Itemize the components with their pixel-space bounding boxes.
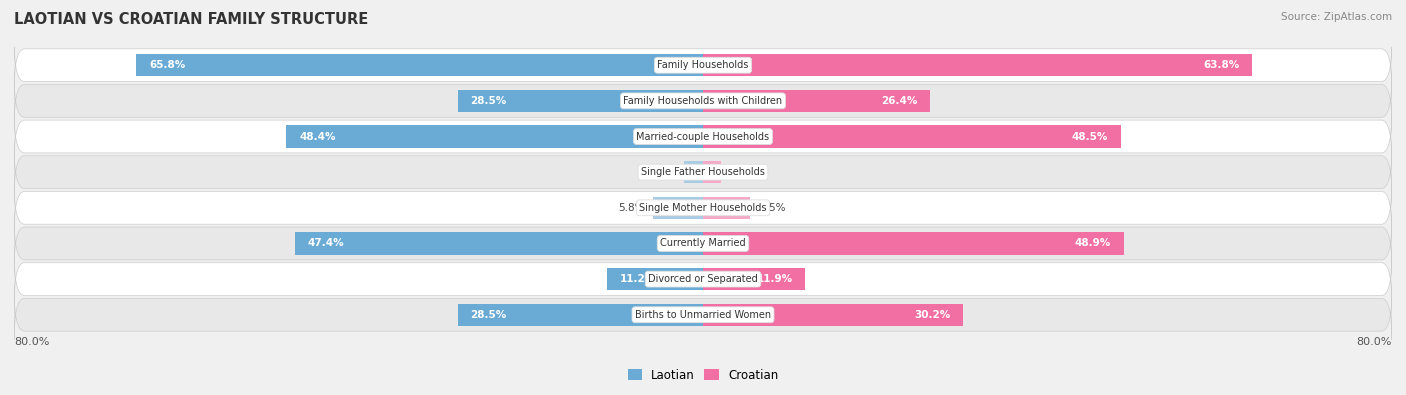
Bar <box>703 268 806 290</box>
Text: 47.4%: 47.4% <box>308 239 344 248</box>
Bar <box>295 232 703 254</box>
Text: 11.9%: 11.9% <box>756 274 793 284</box>
Text: 2.1%: 2.1% <box>730 167 756 177</box>
Bar <box>136 54 703 76</box>
FancyBboxPatch shape <box>14 253 1392 305</box>
Bar <box>457 90 703 112</box>
Bar <box>703 126 1121 148</box>
FancyBboxPatch shape <box>14 217 1392 270</box>
Text: Source: ZipAtlas.com: Source: ZipAtlas.com <box>1281 12 1392 22</box>
Bar <box>703 304 963 326</box>
Text: 26.4%: 26.4% <box>882 96 918 106</box>
Bar <box>287 126 703 148</box>
Text: 28.5%: 28.5% <box>471 310 506 320</box>
FancyBboxPatch shape <box>14 39 1392 92</box>
Text: 2.2%: 2.2% <box>650 167 675 177</box>
Text: 48.5%: 48.5% <box>1071 132 1108 141</box>
Text: 5.5%: 5.5% <box>759 203 786 213</box>
FancyBboxPatch shape <box>14 288 1392 341</box>
Text: Family Households: Family Households <box>658 60 748 70</box>
Text: Family Households with Children: Family Households with Children <box>623 96 783 106</box>
Text: Single Father Households: Single Father Households <box>641 167 765 177</box>
Text: 30.2%: 30.2% <box>914 310 950 320</box>
Text: Births to Unmarried Women: Births to Unmarried Women <box>636 310 770 320</box>
FancyBboxPatch shape <box>14 75 1392 127</box>
Text: 5.8%: 5.8% <box>619 203 644 213</box>
Bar <box>703 161 721 183</box>
Text: 63.8%: 63.8% <box>1204 60 1240 70</box>
Text: Currently Married: Currently Married <box>661 239 745 248</box>
Bar <box>606 268 703 290</box>
Bar <box>703 197 751 219</box>
Bar <box>652 197 703 219</box>
Bar <box>703 90 931 112</box>
FancyBboxPatch shape <box>14 181 1392 234</box>
Text: Married-couple Households: Married-couple Households <box>637 132 769 141</box>
Text: 11.2%: 11.2% <box>620 274 655 284</box>
Text: 80.0%: 80.0% <box>1357 337 1392 347</box>
FancyBboxPatch shape <box>14 110 1392 163</box>
Text: Single Mother Households: Single Mother Households <box>640 203 766 213</box>
Bar <box>685 161 703 183</box>
Text: 28.5%: 28.5% <box>471 96 506 106</box>
Text: 48.9%: 48.9% <box>1076 239 1111 248</box>
Legend: Laotian, Croatian: Laotian, Croatian <box>623 364 783 386</box>
FancyBboxPatch shape <box>14 146 1392 199</box>
Text: LAOTIAN VS CROATIAN FAMILY STRUCTURE: LAOTIAN VS CROATIAN FAMILY STRUCTURE <box>14 12 368 27</box>
Bar <box>457 304 703 326</box>
Bar <box>703 232 1125 254</box>
Text: 65.8%: 65.8% <box>149 60 186 70</box>
Text: 80.0%: 80.0% <box>14 337 49 347</box>
Text: 48.4%: 48.4% <box>299 132 336 141</box>
Text: Divorced or Separated: Divorced or Separated <box>648 274 758 284</box>
Bar <box>703 54 1253 76</box>
